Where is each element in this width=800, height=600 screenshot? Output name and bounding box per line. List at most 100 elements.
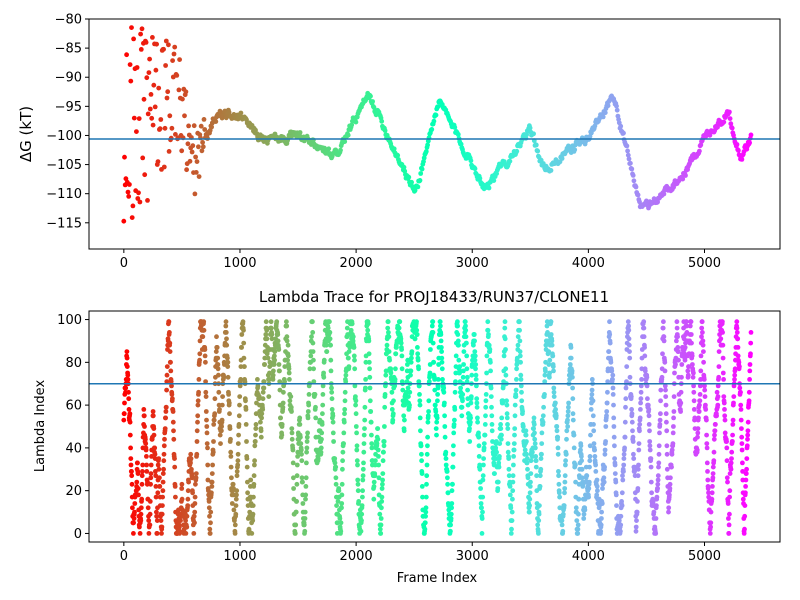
delta-g-point — [382, 128, 388, 134]
lambda-point — [704, 432, 709, 438]
lambda-point — [427, 370, 433, 376]
lambda-point — [442, 434, 448, 440]
lambda-point — [306, 402, 312, 408]
lambda-point — [495, 479, 501, 485]
lambda-point — [438, 323, 443, 329]
lambda-point — [524, 451, 529, 457]
lambda-point — [302, 516, 308, 521]
lambda-point — [557, 494, 562, 500]
lambda-point — [289, 436, 295, 442]
lambda-point — [371, 484, 377, 489]
lambda-point — [458, 385, 463, 391]
lambda-point — [599, 516, 604, 521]
lambda-point — [430, 319, 436, 325]
lambda-point — [621, 469, 626, 474]
lambda-point — [656, 464, 661, 470]
lambda-point — [484, 353, 490, 359]
lambda-point — [512, 413, 518, 419]
lambda-point — [134, 479, 140, 485]
lambda-point — [744, 466, 749, 472]
lambda-point — [632, 464, 638, 470]
lambda-point — [371, 479, 377, 485]
lambda-point — [740, 469, 745, 474]
y-tick-label: 60 — [65, 399, 82, 414]
lambda-point — [716, 374, 722, 380]
lambda-point — [373, 458, 378, 464]
lambda-point — [419, 471, 425, 476]
lambda-point — [441, 389, 447, 395]
lambda-point — [480, 477, 486, 483]
lambda-point — [472, 353, 478, 359]
lambda-point — [708, 524, 713, 530]
lambda-point — [613, 479, 619, 485]
lambda-point — [406, 394, 411, 399]
lambda-point — [382, 392, 388, 397]
delta-g-point — [721, 119, 727, 125]
lambda-point — [662, 383, 668, 389]
lambda-point — [705, 477, 711, 483]
lambda-point — [256, 394, 262, 399]
lambda-point — [140, 469, 145, 474]
lambda-point — [621, 451, 627, 457]
lambda-point — [542, 372, 548, 378]
lambda-point — [623, 404, 628, 410]
delta-g-point — [626, 156, 632, 162]
lambda-point — [453, 353, 459, 359]
lambda-point — [471, 332, 477, 337]
lambda-point — [172, 456, 177, 461]
delta-g-point — [169, 125, 175, 131]
lambda-point — [260, 389, 266, 395]
delta-g-point — [391, 146, 397, 152]
lambda-point — [450, 464, 456, 470]
lambda-point — [194, 428, 200, 434]
lambda-point — [252, 439, 258, 444]
lambda-point — [735, 345, 741, 350]
delta-g-point — [166, 149, 172, 154]
lambda-point — [508, 531, 514, 536]
lambda-point — [704, 445, 710, 451]
lambda-point — [720, 330, 725, 335]
lambda-point — [697, 392, 703, 397]
delta-g-point — [728, 121, 734, 127]
lambda-point — [504, 398, 509, 404]
lambda-point — [144, 454, 149, 459]
lambda-point — [343, 379, 349, 384]
lambda-point — [152, 445, 158, 451]
lambda-point — [195, 413, 201, 419]
lambda-point — [339, 505, 344, 511]
lambda-point — [450, 481, 455, 487]
delta-g-point — [161, 164, 167, 170]
lambda-point — [129, 469, 134, 474]
lambda-point — [253, 411, 259, 417]
delta-g-point — [418, 171, 424, 176]
lambda-point — [547, 374, 552, 380]
lambda-point — [221, 374, 227, 380]
lambda-point — [207, 531, 213, 536]
delta-g-point — [198, 123, 204, 129]
lambda-point — [185, 488, 191, 494]
lambda-point — [376, 475, 382, 481]
lambda-trace-x-ticks: 0 1000 2000 3000 4000 5000 — [120, 542, 721, 564]
lambda-point — [159, 524, 165, 530]
y-tick-label: −110 — [46, 187, 82, 202]
y-tick-label: 100 — [57, 313, 82, 328]
lambda-point — [655, 477, 661, 483]
lambda-point — [658, 398, 663, 404]
lambda-point — [140, 462, 146, 468]
delta-g-point — [166, 42, 171, 48]
lambda-point — [131, 531, 136, 536]
lambda-point — [205, 445, 210, 451]
lambda-point — [298, 447, 304, 453]
lambda-point — [738, 417, 744, 423]
lambda-point — [568, 345, 574, 350]
lambda-point — [647, 428, 652, 434]
lambda-point — [408, 359, 414, 365]
lambda-point — [539, 441, 545, 446]
lambda-point — [185, 503, 191, 508]
lambda-point — [688, 319, 694, 325]
lambda-point — [196, 389, 202, 395]
lambda-point — [255, 383, 261, 389]
delta-g-point — [142, 172, 148, 178]
lambda-point — [649, 490, 654, 496]
lambda-point — [443, 456, 449, 461]
